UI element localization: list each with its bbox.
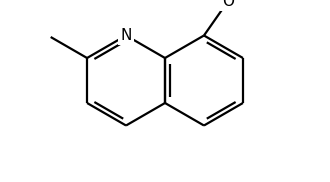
Text: N: N (120, 28, 132, 43)
Text: O: O (222, 0, 234, 9)
